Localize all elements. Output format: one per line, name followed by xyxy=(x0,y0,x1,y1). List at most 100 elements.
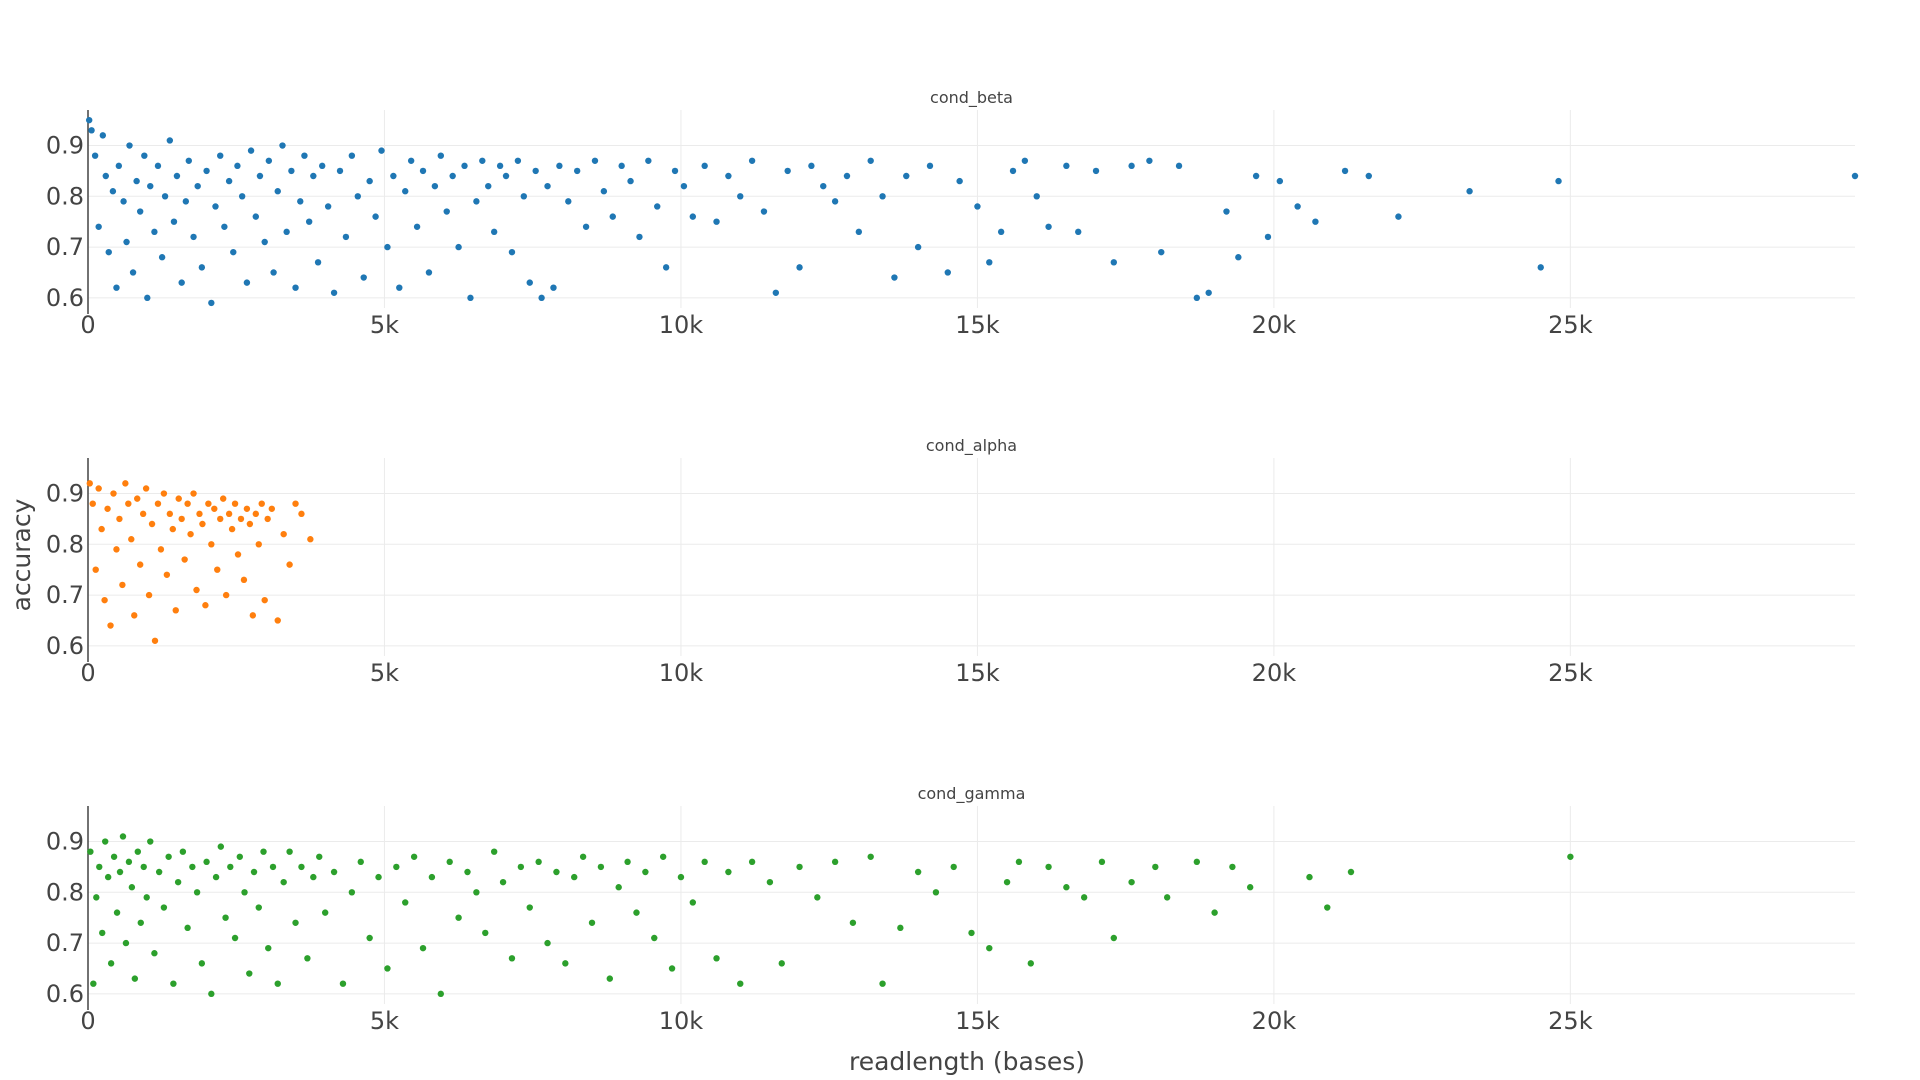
x-axis-title: readlength (bases) xyxy=(849,1047,1085,1076)
data-point xyxy=(360,274,367,281)
x-tick-label: 10k xyxy=(659,1007,704,1035)
data-point xyxy=(260,848,267,855)
data-point xyxy=(190,490,197,497)
data-point xyxy=(1294,203,1301,210)
data-point xyxy=(366,934,373,942)
data-point xyxy=(128,536,135,543)
data-point xyxy=(600,188,608,195)
data-point xyxy=(502,172,510,180)
series-cond_alpha xyxy=(86,480,314,644)
data-point xyxy=(680,182,688,190)
data-point xyxy=(219,495,227,502)
data-point xyxy=(85,116,93,124)
data-point xyxy=(305,218,313,225)
y-tick-label: 0.8 xyxy=(46,182,84,210)
data-point xyxy=(161,193,169,200)
data-point xyxy=(110,853,118,860)
data-point xyxy=(104,873,112,881)
data-point xyxy=(1152,863,1159,871)
y-axis-title: accuracy xyxy=(7,498,36,611)
data-point xyxy=(1193,294,1201,302)
data-point xyxy=(107,960,115,967)
data-point xyxy=(659,853,667,860)
data-point xyxy=(96,863,103,871)
data-point xyxy=(193,889,201,896)
data-point xyxy=(950,863,957,871)
data-point xyxy=(562,960,569,967)
data-point xyxy=(154,162,162,170)
data-point xyxy=(565,198,572,205)
data-point xyxy=(490,228,498,236)
data-point xyxy=(348,889,356,896)
data-point xyxy=(185,157,193,164)
data-point xyxy=(279,142,286,149)
data-point xyxy=(796,863,803,871)
data-point xyxy=(321,909,329,916)
data-point xyxy=(437,152,445,159)
data-point xyxy=(234,162,241,170)
data-point xyxy=(274,617,281,624)
data-point xyxy=(298,510,305,518)
data-point xyxy=(814,894,821,901)
data-point xyxy=(243,505,251,512)
data-point xyxy=(1146,157,1153,164)
data-point xyxy=(914,868,922,876)
data-point xyxy=(178,515,185,523)
data-point xyxy=(203,167,210,175)
data-point xyxy=(455,914,462,921)
data-point xyxy=(1851,172,1859,180)
data-point xyxy=(246,520,254,528)
data-point xyxy=(310,172,317,180)
data-point xyxy=(136,208,144,215)
data-point xyxy=(143,894,150,901)
x-tick-label: 20k xyxy=(1252,659,1297,687)
data-point xyxy=(129,269,137,276)
data-point xyxy=(535,858,542,866)
data-point xyxy=(261,238,268,246)
data-point xyxy=(419,944,427,952)
data-point xyxy=(122,939,130,947)
panel-cond_alpha: cond_alpha 0.6 0.7 0.8 0.9 0 5k 10k 15k 20k 25k xyxy=(46,436,1855,687)
data-point xyxy=(843,172,851,180)
data-point xyxy=(514,157,522,164)
data-point xyxy=(292,284,299,291)
panel-title: cond_beta xyxy=(930,88,1013,108)
data-point xyxy=(187,530,194,538)
data-point xyxy=(256,172,264,180)
data-point xyxy=(556,162,563,170)
data-point xyxy=(867,853,874,860)
data-point xyxy=(490,848,498,855)
x-tick-label: 0 xyxy=(80,1007,95,1035)
data-point xyxy=(125,500,132,507)
data-point xyxy=(203,858,210,866)
data-point xyxy=(330,289,338,296)
data-point xyxy=(274,980,281,987)
data-point xyxy=(396,284,403,291)
data-point xyxy=(897,924,904,932)
y-tick-label: 0.7 xyxy=(46,929,84,957)
data-point xyxy=(701,858,708,866)
data-point xyxy=(624,858,631,866)
data-point xyxy=(713,218,720,225)
x-tick-label: 25k xyxy=(1548,659,1593,687)
data-point xyxy=(1252,172,1260,180)
data-point xyxy=(319,162,326,170)
data-point xyxy=(89,500,96,507)
data-point xyxy=(316,853,323,860)
data-point xyxy=(354,193,361,200)
data-point xyxy=(914,243,922,251)
data-point xyxy=(986,259,993,266)
data-point xyxy=(182,198,190,205)
data-point xyxy=(1128,878,1135,886)
data-point xyxy=(446,858,453,866)
data-point xyxy=(261,596,268,604)
data-point xyxy=(205,500,212,507)
data-point xyxy=(199,520,206,528)
data-point xyxy=(298,863,305,871)
data-point xyxy=(1128,162,1135,170)
data-point xyxy=(766,878,774,886)
panel-cond_gamma: cond_gamma 0.6 0.7 0.8 0.9 0 5k 10k 15k 20k 25k xyxy=(46,784,1855,1035)
data-point xyxy=(808,162,815,170)
x-tick-label: 10k xyxy=(659,659,704,687)
data-point xyxy=(212,873,220,881)
